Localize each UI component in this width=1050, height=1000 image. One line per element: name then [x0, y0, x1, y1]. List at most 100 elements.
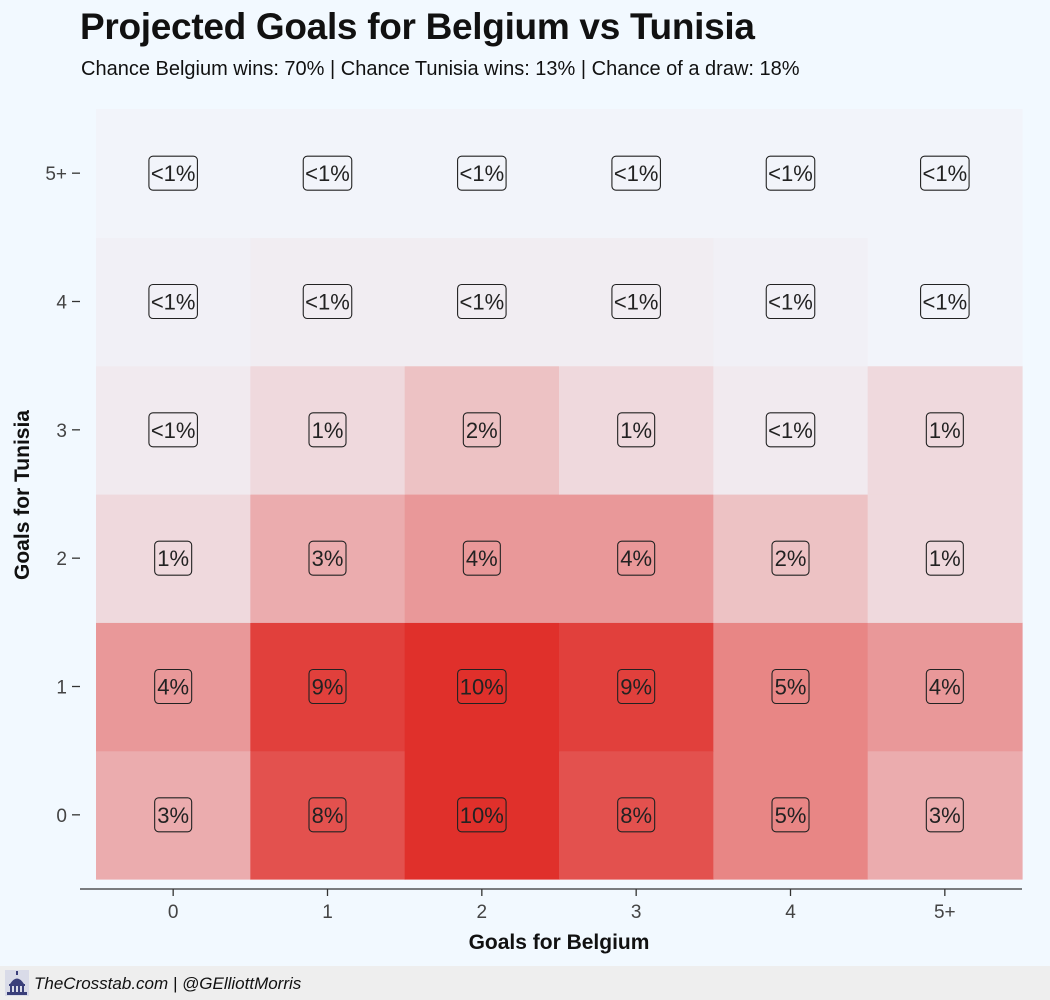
cell-label: <1% [460, 161, 505, 186]
footer: TheCrosstab.com | @GElliottMorris [0, 966, 1050, 1000]
x-tick-label: 5+ [934, 902, 956, 923]
x-tick-label: 3 [631, 902, 642, 923]
heatmap-cell [558, 237, 714, 367]
x-tick-label: 1 [322, 902, 333, 923]
cell-label: <1% [305, 161, 350, 186]
cell-label-box [462, 412, 501, 448]
heatmap-cell [713, 493, 869, 623]
cell-label: <1% [151, 289, 196, 314]
cell-label: <1% [768, 161, 813, 186]
heatmap-cell [867, 493, 1023, 623]
heatmap-cell [404, 365, 560, 495]
heatmap-cell [713, 750, 869, 880]
cell-label-box [462, 540, 501, 576]
chart-subtitle: Chance Belgium wins: 70% | Chance Tunisi… [81, 58, 800, 80]
cell-label-box [765, 283, 816, 320]
heatmap-cell [250, 493, 406, 623]
cell-label: 3% [157, 803, 189, 828]
cell-label: 1% [620, 418, 652, 443]
heatmap-cell [867, 365, 1023, 495]
heatmap-plot: 3% 8% 10% 8% 5% 3% 4% 9% 10% 9% 5% 4% 1% 3% 4% 4% 2% 1% <1… [11, 109, 1023, 954]
x-tick-label: 4 [785, 902, 796, 923]
cell-label: <1% [768, 418, 813, 443]
cell-label-box [920, 283, 970, 320]
heatmap-cell [558, 750, 714, 880]
cell-label: 5% [775, 674, 807, 699]
heatmap-cell [250, 237, 406, 367]
cell-label: 4% [466, 546, 498, 571]
cell-label-box [308, 668, 347, 705]
heatmap-cell [713, 109, 869, 238]
cell-label-box [302, 283, 353, 320]
cell-label: 1% [312, 418, 344, 443]
cell-label-box [148, 155, 198, 191]
cell-label: 3% [929, 803, 961, 828]
chart-title: Projected Goals for Belgium vs Tunisia [80, 6, 755, 47]
cell-label: <1% [151, 161, 196, 186]
cell-label-box [925, 540, 964, 576]
heatmap-cell [713, 622, 869, 752]
cell-label: <1% [151, 418, 196, 443]
cell-label: <1% [614, 289, 659, 314]
cell-label-box [611, 283, 661, 320]
cell-label-box [925, 797, 964, 833]
x-tick-label: 0 [168, 902, 179, 923]
cell-label-box [308, 412, 347, 448]
cell-label: 1% [929, 546, 961, 571]
cell-label: <1% [614, 161, 659, 186]
heatmap-cell [558, 493, 714, 623]
cell-label-box [617, 412, 656, 448]
cell-label-box [148, 412, 198, 448]
y-tick-label: 0 [56, 806, 67, 827]
cell-label: 8% [312, 803, 344, 828]
cell-label-box [154, 668, 193, 705]
cell-label: 5% [775, 803, 807, 828]
heatmap-cell [404, 109, 560, 238]
cell-label: 1% [929, 418, 961, 443]
cell-label: 4% [929, 674, 961, 699]
cell-label-box [308, 797, 347, 833]
y-tick-label: 1 [56, 677, 67, 698]
heatmap-cell [558, 109, 714, 238]
heatmap-cell [867, 622, 1023, 752]
heatmap-cell [404, 622, 560, 752]
cell-label: <1% [923, 161, 968, 186]
cell-label: 2% [775, 546, 807, 571]
heatmap-cell [96, 109, 251, 238]
cell-label-box [154, 540, 193, 576]
cell-label: 10% [460, 674, 504, 699]
x-tick-label: 2 [477, 902, 488, 923]
cell-label: 8% [620, 803, 652, 828]
cell-label-box [771, 540, 810, 576]
cell-label: 4% [157, 674, 189, 699]
cell-label-box [765, 412, 816, 448]
cell-label-box [771, 668, 810, 705]
heatmap-cell [713, 365, 869, 495]
cell-label: <1% [460, 289, 505, 314]
cell-label-box [457, 668, 507, 705]
y-tick-label: 2 [56, 549, 67, 570]
cell-label: 9% [312, 674, 344, 699]
heatmap-cell [404, 750, 560, 880]
cell-label: 3% [312, 546, 344, 571]
heatmap-cell [96, 365, 251, 495]
heatmap-cell [250, 365, 406, 495]
heatmap-cell [96, 750, 251, 880]
capitol-dome-icon [5, 970, 29, 996]
cell-label-box [154, 797, 193, 833]
heatmap-cell [96, 237, 251, 367]
heatmap-cell [558, 365, 714, 495]
cell-label-box [457, 797, 507, 833]
cell-label-box [617, 797, 656, 833]
cell-label-box [925, 412, 964, 448]
cell-label-box [457, 283, 507, 320]
heatmap-cell [558, 622, 714, 752]
heatmap-cell [713, 237, 869, 367]
y-axis-title: Goals for Tunisia [11, 410, 34, 580]
cell-label-box [765, 155, 816, 191]
y-tick-label: 3 [56, 421, 67, 442]
cell-label-box [148, 283, 198, 320]
cell-label-box [457, 155, 507, 191]
heatmap-cell [867, 750, 1023, 880]
cell-label-box [925, 668, 964, 705]
